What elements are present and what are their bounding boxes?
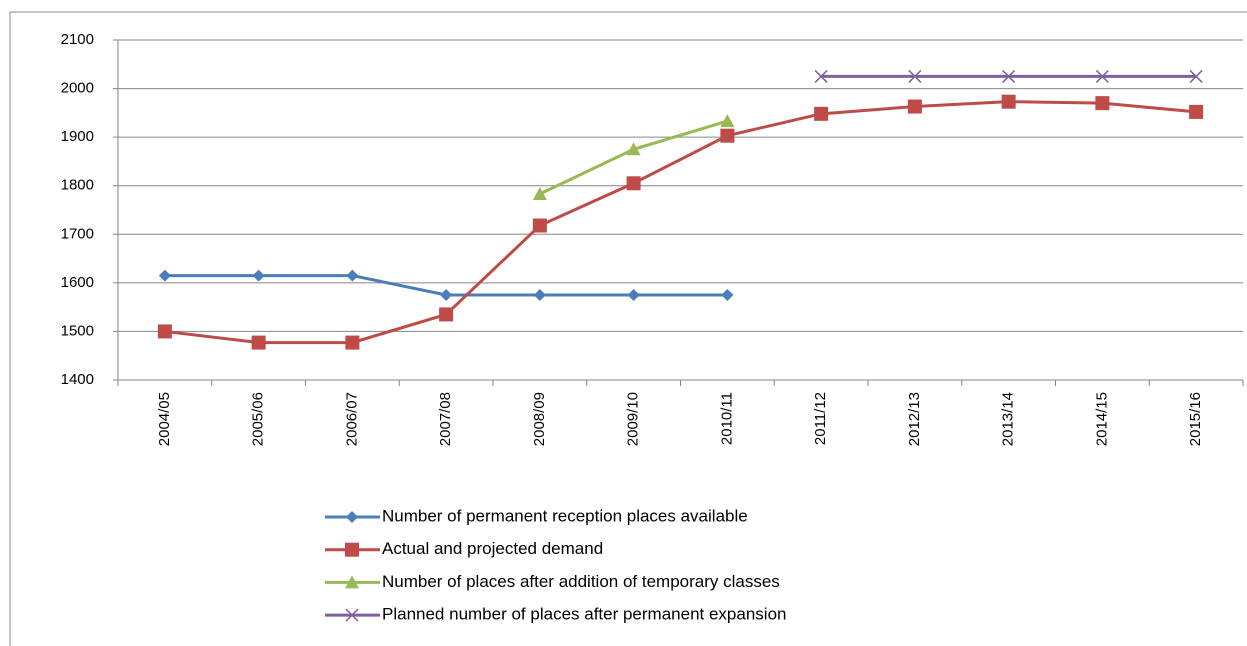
legend-label: Actual and projected demand <box>382 539 603 558</box>
marker <box>158 269 171 282</box>
marker <box>346 511 358 523</box>
marker <box>814 106 829 121</box>
marker <box>532 186 547 200</box>
marker <box>908 69 922 83</box>
marker <box>345 542 359 557</box>
x-tick-label: 2015/16 <box>1187 392 1204 446</box>
marker <box>721 289 734 301</box>
marker <box>252 269 265 282</box>
x-tick-label: 2009/10 <box>625 392 642 446</box>
marker <box>439 307 454 322</box>
marker <box>1002 69 1016 83</box>
y-tick-label: 1800 <box>61 177 94 194</box>
x-tick-label: 2013/14 <box>1000 392 1017 446</box>
marker <box>814 69 828 83</box>
y-tick-label: 1500 <box>61 322 94 339</box>
y-tick-label: 2000 <box>61 80 94 97</box>
marker <box>345 335 360 350</box>
y-tick-label: 1600 <box>61 274 94 291</box>
x-tick-label: 2006/07 <box>343 392 360 446</box>
marker <box>532 218 547 233</box>
y-tick-label: 2100 <box>61 31 94 48</box>
marker <box>345 608 359 622</box>
x-tick-label: 2008/09 <box>531 392 548 446</box>
marker <box>907 99 922 114</box>
y-tick-label: 1400 <box>61 371 94 388</box>
y-tick-label: 1900 <box>61 128 94 145</box>
marker <box>627 289 640 301</box>
marker <box>1189 69 1203 83</box>
marker <box>251 335 266 350</box>
x-tick-label: 2011/12 <box>812 392 829 445</box>
marker <box>440 289 453 301</box>
x-tick-label: 2004/05 <box>156 392 173 446</box>
marker <box>157 324 172 339</box>
marker <box>1189 104 1204 119</box>
marker <box>720 128 735 143</box>
series-line <box>164 100 1197 345</box>
marker <box>533 289 546 301</box>
x-tick-label: 2014/15 <box>1093 392 1110 446</box>
legend-label: Planned number of places after permanent… <box>382 605 786 624</box>
marker <box>1095 69 1109 83</box>
x-tick-label: 2005/06 <box>250 392 267 446</box>
legend-label: Number of permanent reception places ava… <box>382 506 748 525</box>
marker <box>346 269 359 282</box>
marker <box>720 114 735 128</box>
x-tick-label: 2012/13 <box>906 392 923 446</box>
marker <box>1001 94 1016 109</box>
marker <box>626 142 641 156</box>
x-tick-label: 2007/08 <box>437 392 454 446</box>
marker <box>1095 96 1110 111</box>
marker <box>345 575 359 589</box>
marker <box>626 176 641 191</box>
y-tick-label: 1700 <box>61 225 94 242</box>
x-tick-label: 2010/11 <box>718 392 735 445</box>
legend-label: Number of places after addition of tempo… <box>382 572 780 591</box>
